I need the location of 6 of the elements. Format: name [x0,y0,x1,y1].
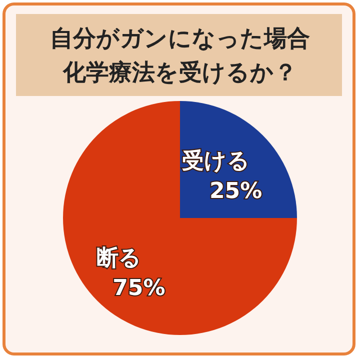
pie-slice [63,101,297,335]
slice-label: 受ける [182,149,250,174]
data-label: 75% [112,276,166,302]
slice-label: 断る [96,246,142,272]
data-label: 25% [210,179,262,204]
chart-title: 自分がガンになった場合化学療法を受けるか？ [50,26,310,86]
